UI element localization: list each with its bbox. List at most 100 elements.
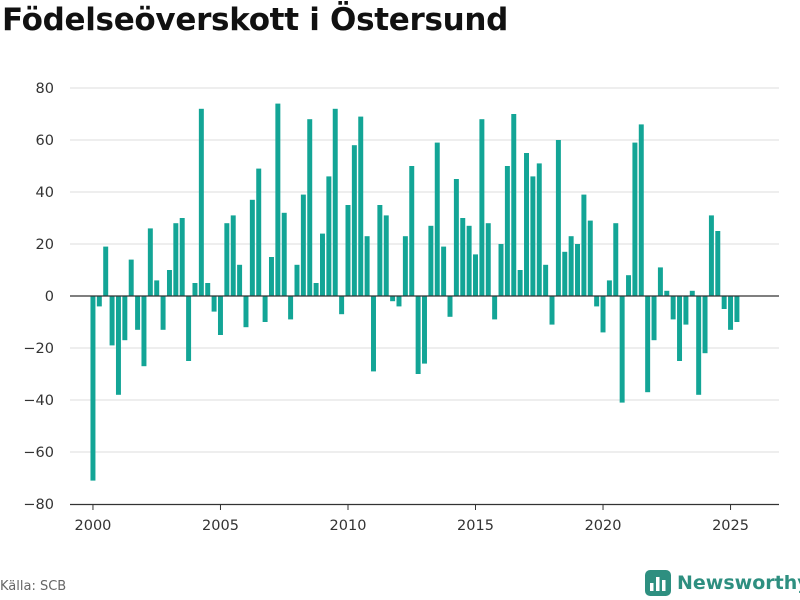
y-tick-label: 20 bbox=[36, 237, 54, 253]
bar bbox=[453, 179, 459, 296]
bar bbox=[415, 296, 421, 374]
y-tick-label: −20 bbox=[23, 341, 54, 357]
x-tick-labels: 2000 2005 2010 2015 2020 2025 bbox=[75, 518, 749, 534]
bar bbox=[262, 296, 268, 322]
bar bbox=[670, 296, 676, 320]
bar bbox=[166, 270, 172, 296]
bar bbox=[702, 296, 708, 354]
bar bbox=[473, 254, 478, 296]
bar bbox=[307, 119, 313, 296]
bar bbox=[339, 296, 345, 315]
y-tick-label: 60 bbox=[36, 133, 54, 149]
bar bbox=[371, 296, 376, 372]
bar bbox=[243, 296, 249, 328]
bar bbox=[147, 228, 153, 296]
bar bbox=[275, 103, 281, 296]
bar bbox=[657, 267, 663, 296]
bar bbox=[555, 140, 561, 296]
y-tick-label: −40 bbox=[23, 393, 54, 409]
bar bbox=[708, 215, 714, 296]
bar bbox=[600, 296, 606, 333]
bar bbox=[517, 270, 523, 296]
bar bbox=[664, 290, 670, 296]
bar bbox=[141, 296, 147, 367]
bar bbox=[581, 194, 587, 296]
brand-name: Newsworthy bbox=[677, 572, 800, 594]
bar bbox=[237, 264, 243, 296]
bar bbox=[320, 233, 325, 296]
bar bbox=[447, 296, 453, 317]
bar bbox=[613, 223, 619, 296]
bar bbox=[351, 145, 357, 296]
bar bbox=[115, 296, 121, 395]
bar bbox=[345, 205, 351, 296]
bar bbox=[217, 296, 223, 335]
bar bbox=[530, 176, 536, 296]
bar bbox=[651, 296, 657, 341]
bar bbox=[638, 124, 644, 297]
bar-chart-logo-icon bbox=[645, 570, 671, 596]
source-label: Källa: SCB bbox=[0, 579, 67, 594]
bar bbox=[606, 280, 612, 296]
bar bbox=[543, 264, 549, 296]
y-tick-label: 80 bbox=[36, 81, 54, 97]
bar bbox=[632, 142, 638, 296]
y-tick-label: −80 bbox=[23, 497, 54, 513]
bar bbox=[154, 280, 160, 296]
bar bbox=[390, 296, 396, 302]
bar bbox=[256, 168, 262, 296]
bar bbox=[313, 283, 319, 296]
bar bbox=[396, 296, 402, 307]
bar bbox=[422, 296, 427, 364]
bar bbox=[677, 296, 683, 361]
bar bbox=[90, 296, 96, 481]
bar bbox=[198, 108, 204, 296]
brand-logo[interactable]: Newsworthy bbox=[645, 570, 800, 596]
bar bbox=[587, 220, 593, 296]
axes bbox=[70, 295, 779, 510]
x-tick-label: 2005 bbox=[202, 518, 239, 534]
x-tick-label: 2025 bbox=[712, 518, 749, 534]
bar bbox=[549, 296, 555, 325]
bar bbox=[230, 215, 236, 296]
y-tick-label: 0 bbox=[45, 289, 54, 305]
bar bbox=[715, 231, 721, 296]
bar bbox=[383, 215, 389, 296]
bar bbox=[619, 296, 625, 403]
bar bbox=[434, 142, 440, 296]
bar bbox=[294, 264, 300, 296]
bar bbox=[562, 251, 568, 296]
bar bbox=[186, 296, 192, 361]
bar bbox=[441, 246, 447, 296]
bar bbox=[192, 283, 198, 296]
bar bbox=[103, 246, 109, 296]
bar bbox=[205, 283, 211, 296]
bar bbox=[109, 296, 115, 346]
bar bbox=[288, 296, 294, 320]
bar bbox=[409, 166, 415, 296]
x-tick-label: 2010 bbox=[330, 518, 367, 534]
y-tick-labels: −80 −60 −40 −20 0 20 40 60 80 bbox=[23, 81, 54, 513]
x-tick-label: 2015 bbox=[457, 518, 494, 534]
bar bbox=[485, 223, 491, 296]
bar bbox=[326, 176, 332, 296]
bar bbox=[460, 218, 466, 296]
bar bbox=[492, 296, 498, 320]
bar bbox=[211, 296, 217, 312]
bar bbox=[721, 296, 727, 309]
bar bbox=[683, 296, 689, 325]
bar bbox=[135, 296, 141, 330]
bar bbox=[224, 223, 230, 296]
bars bbox=[90, 103, 740, 481]
bar bbox=[734, 296, 740, 322]
bar bbox=[179, 218, 185, 296]
bar bbox=[249, 199, 255, 296]
x-tick-label: 2000 bbox=[75, 518, 112, 534]
bar bbox=[122, 296, 128, 341]
y-tick-label: 40 bbox=[36, 185, 54, 201]
bar bbox=[511, 114, 517, 296]
x-tick-label: 2020 bbox=[585, 518, 622, 534]
bar bbox=[428, 225, 434, 296]
bar bbox=[96, 296, 102, 307]
bar bbox=[160, 296, 166, 330]
